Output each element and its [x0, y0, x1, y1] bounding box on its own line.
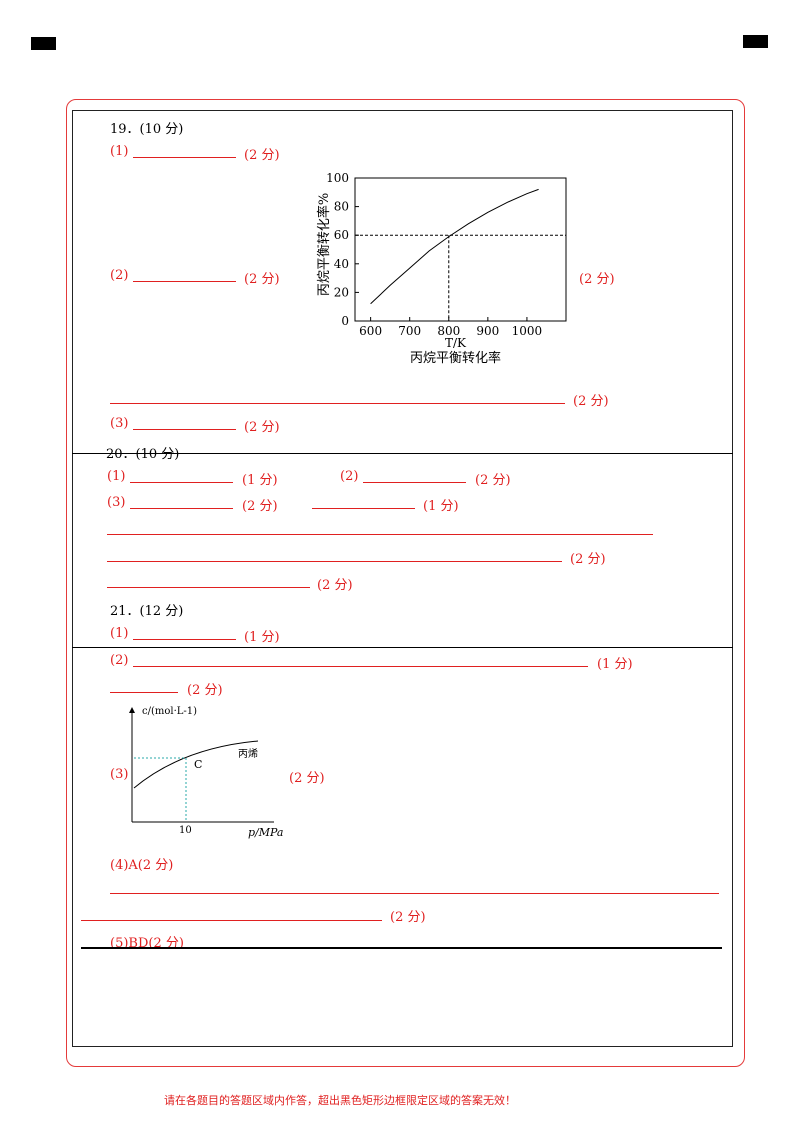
- q20-part1-score: (1 分): [242, 473, 278, 488]
- q20-part1-label: (1): [107, 469, 126, 484]
- q19-part3-answer-line[interactable]: [133, 429, 236, 430]
- q20-divider: [72, 453, 733, 454]
- q20-header: 20．(10 分): [106, 447, 180, 462]
- q20-long-line-3[interactable]: [107, 587, 310, 588]
- q21-part3-score: (2 分): [289, 771, 325, 786]
- q21-part4-long-line-2[interactable]: [81, 920, 382, 921]
- answer-area-inner-border: [72, 110, 733, 1047]
- conversion-curve: [370, 188, 539, 305]
- q21-part1-answer-line[interactable]: [133, 639, 236, 640]
- q19-part1-score: (2 分): [244, 148, 280, 163]
- x-axis-label: p/MPa: [248, 826, 283, 839]
- q20-part3-label: (3): [107, 495, 126, 510]
- registration-mark-left: [31, 37, 56, 50]
- q20-part3-answer-line[interactable]: [130, 508, 233, 509]
- q21-part2-answer-line[interactable]: [133, 666, 588, 667]
- q20-part3-score: (2 分): [242, 499, 278, 514]
- y-tick-label: 40: [334, 257, 349, 271]
- y-tick-label: 20: [334, 285, 349, 299]
- q21-part4-long-line-1[interactable]: [110, 893, 719, 894]
- q21-part1-score: (1 分): [244, 630, 280, 645]
- y-tick-label: 0: [341, 314, 349, 328]
- q21-part2-score: (1 分): [597, 657, 633, 672]
- q20-part1-answer-line[interactable]: [130, 482, 233, 483]
- x-tick-label: 600: [359, 324, 382, 338]
- q19-header: 19．(10 分): [110, 122, 184, 137]
- q21-part4-text: (4)A(2 分): [110, 858, 174, 873]
- q21-part3-label: (3): [110, 767, 129, 782]
- propylene-curve: [133, 740, 259, 789]
- footer-notice: 请在各题目的答题区域内作答，超出黑色矩形边框限定区域的答案无效！: [164, 1094, 516, 1107]
- q21-bottom-rule: [81, 947, 722, 949]
- q19-part3-label: (3): [110, 416, 129, 431]
- q20-line2-score: (2 分): [570, 552, 606, 567]
- plot-frame: [354, 177, 567, 322]
- q21-part1-label: (1): [110, 626, 129, 641]
- q21-header: 21．(12 分): [110, 604, 184, 619]
- y-tick-label: 100: [326, 171, 349, 185]
- q19-part2-score: (2 分): [244, 272, 280, 287]
- q21-part2-label: (2): [110, 653, 129, 668]
- q19-long-answer-line[interactable]: [110, 403, 565, 404]
- y-axis-label: 丙烷平衡转化率%: [316, 193, 332, 296]
- q21-part2b-answer-line[interactable]: [110, 692, 178, 693]
- q20-long-line-1[interactable]: [107, 534, 653, 535]
- q19-part2-answer-line[interactable]: [133, 281, 236, 282]
- x-tick-10: 10: [179, 825, 192, 836]
- q19-part1-label: (1): [110, 144, 129, 159]
- x-tick-label: 900: [476, 324, 499, 338]
- concentration-pressure-chart: c/(mol·L-1) C 丙烯 10 p/MPa: [129, 706, 283, 839]
- x-tick-label: 800: [437, 324, 460, 338]
- x-tick-label: 1000: [512, 324, 543, 338]
- q21-part4-score: (2 分): [390, 910, 426, 925]
- q20-part3b-answer-line[interactable]: [312, 508, 415, 509]
- q19-long-score: (2 分): [573, 394, 609, 409]
- chart-title: 丙烷平衡转化率: [410, 350, 501, 366]
- y-axis-label: c/(mol·L-1): [142, 706, 197, 717]
- point-c-label: C: [194, 758, 202, 771]
- q20-part3b-score: (1 分): [423, 499, 459, 514]
- q20-part2-score: (2 分): [475, 473, 511, 488]
- q19-part2-label: (2): [110, 268, 129, 283]
- answer-area-outer-border: [66, 99, 745, 1067]
- y-tick-label: 80: [334, 200, 349, 214]
- q19-part3-score: (2 分): [244, 420, 280, 435]
- registration-mark-right: [743, 35, 768, 48]
- series-label-propylene: 丙烯: [238, 747, 258, 760]
- x-tick-label: 700: [398, 324, 421, 338]
- q19-part1-answer-line[interactable]: [133, 157, 236, 158]
- q20-long-line-2[interactable]: [107, 561, 562, 562]
- q20-part2-answer-line[interactable]: [363, 482, 466, 483]
- q20-line3-score: (2 分): [317, 578, 353, 593]
- q21-part2b-score: (2 分): [187, 683, 223, 698]
- q19-part2-score-right: (2 分): [579, 272, 615, 287]
- q21-divider: [72, 647, 733, 648]
- x-axis-label: T/K: [445, 336, 467, 350]
- y-tick-label: 60: [334, 228, 349, 242]
- q20-part2-label: (2): [340, 469, 359, 484]
